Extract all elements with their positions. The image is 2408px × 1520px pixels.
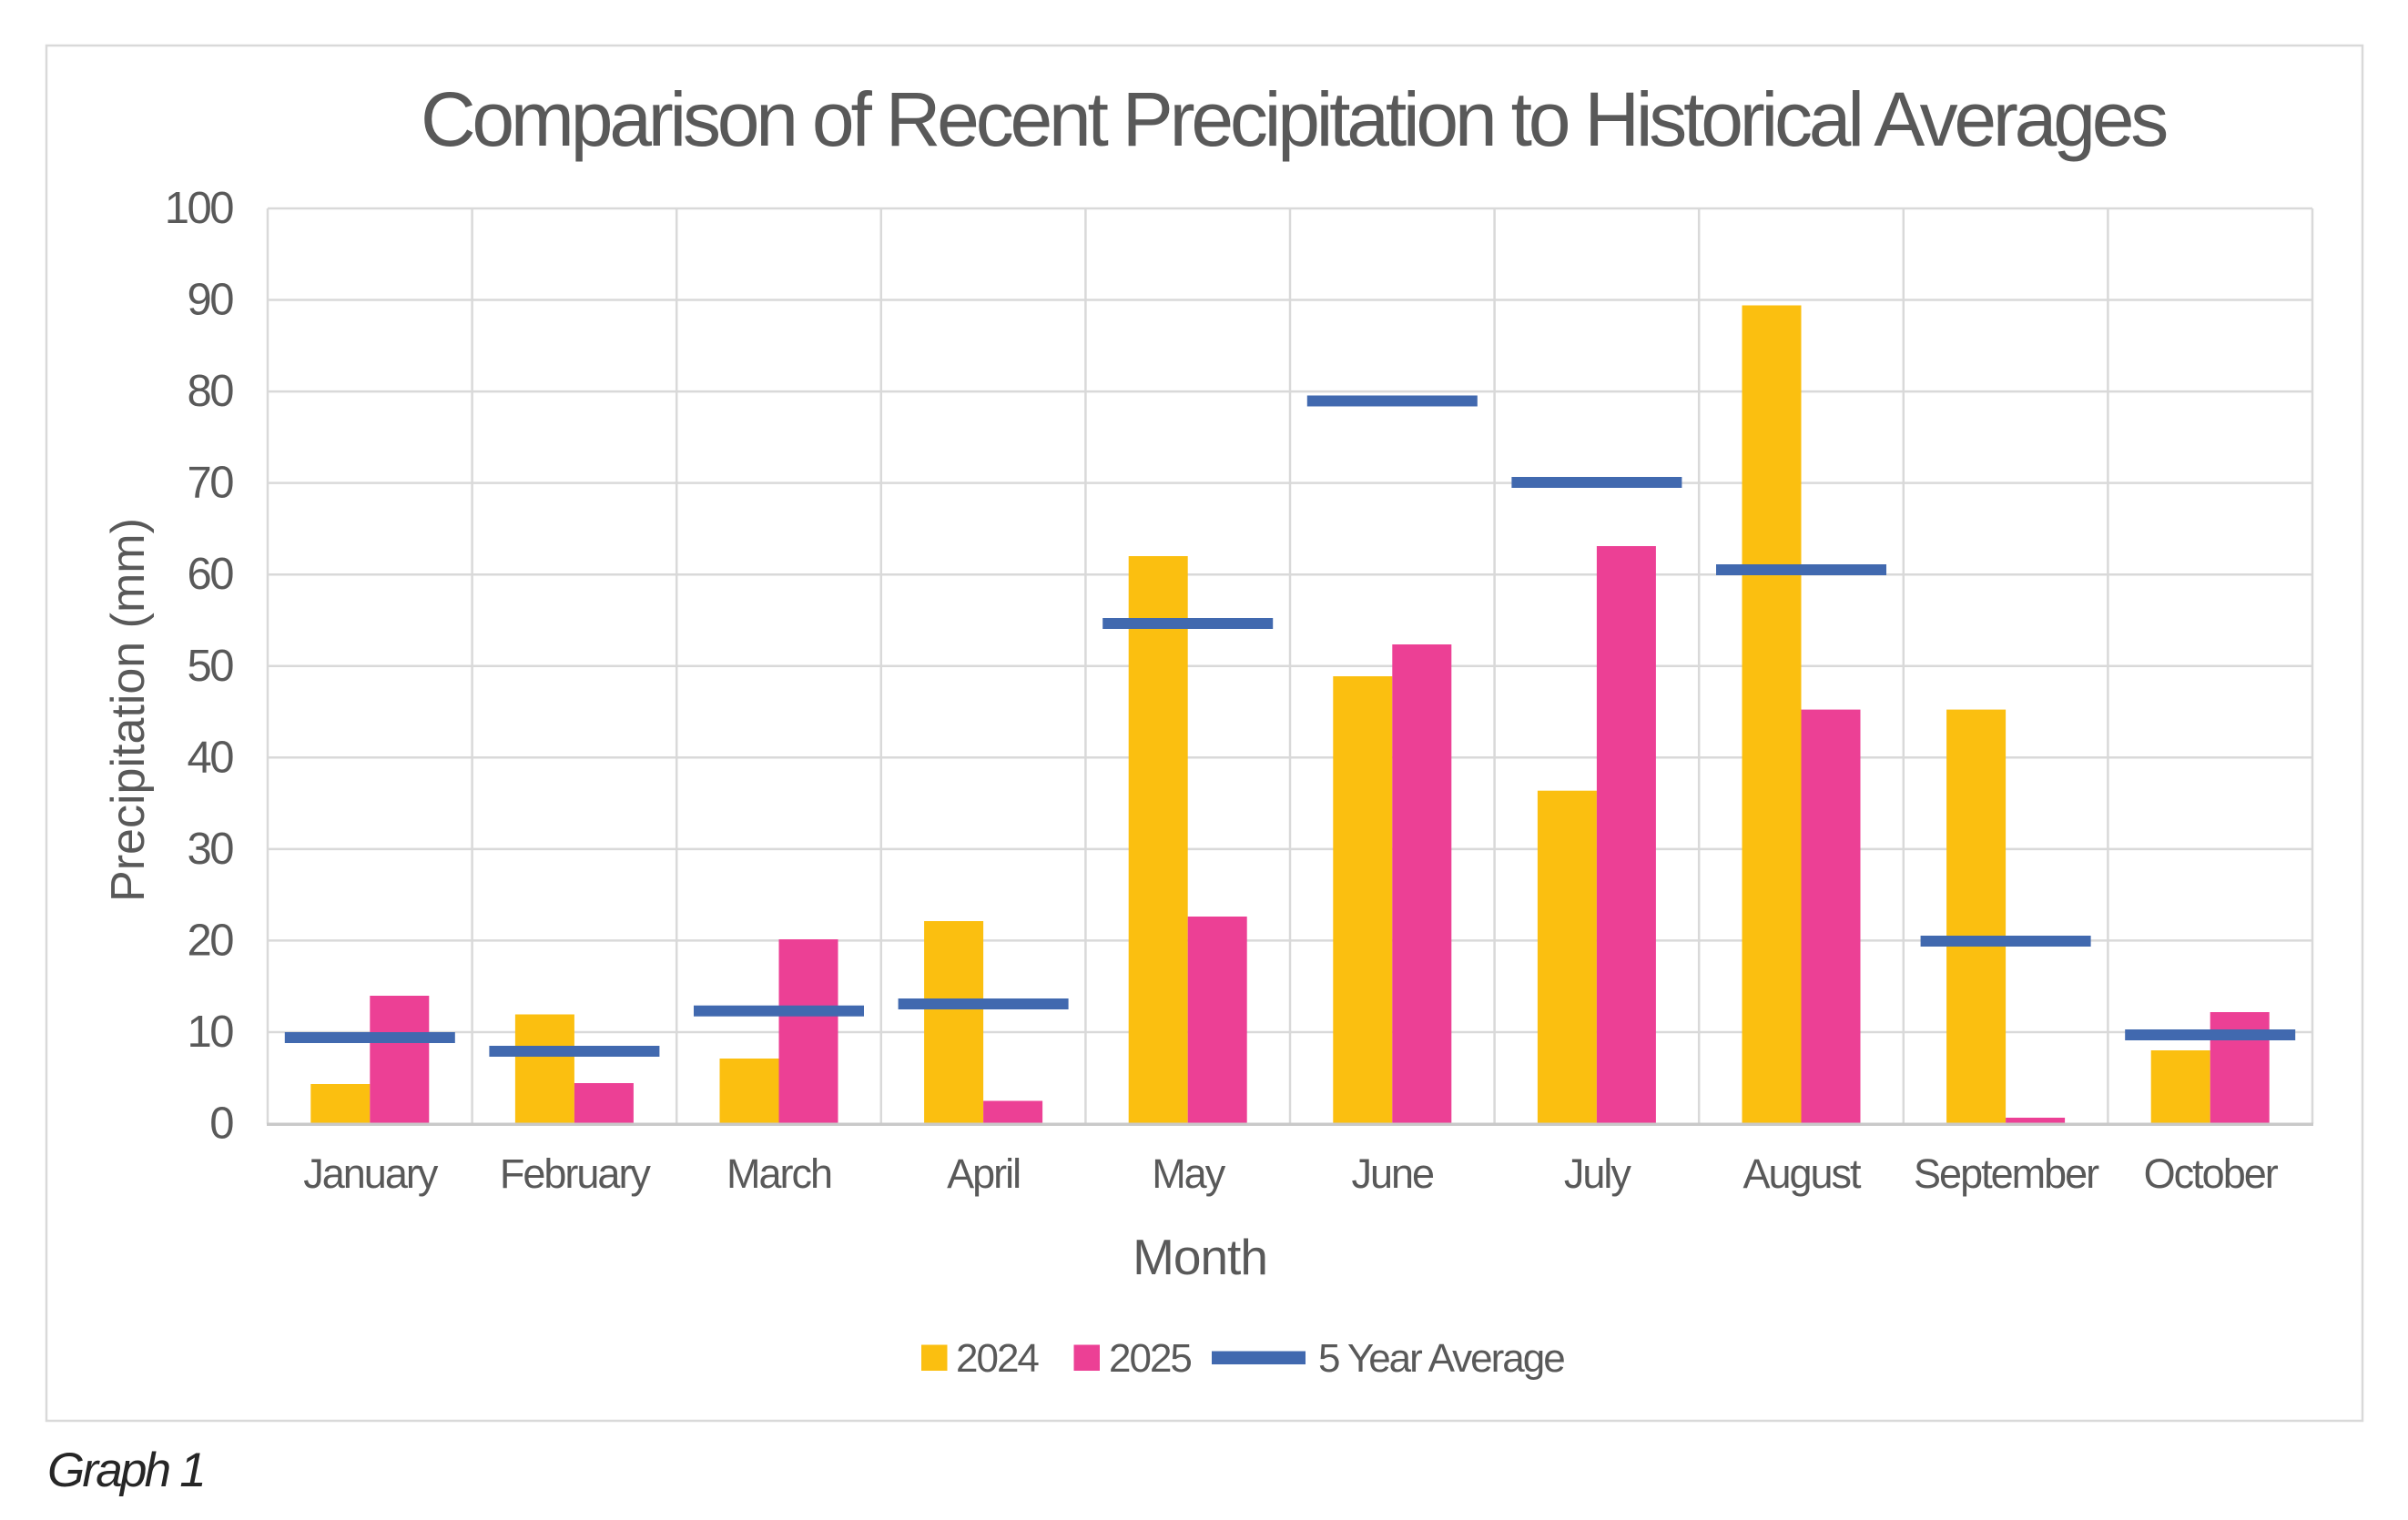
svg-text:June: June	[1352, 1150, 1435, 1197]
svg-text:10: 10	[187, 1008, 233, 1057]
svg-text:Graph 1: Graph 1	[47, 1444, 204, 1497]
svg-text:April: April	[947, 1150, 1020, 1197]
svg-text:May: May	[1152, 1150, 1226, 1197]
svg-text:5 Year Average: 5 Year Average	[1318, 1336, 1564, 1381]
svg-text:Comparison of Recent Precipita: Comparison of Recent Precipitation to Hi…	[421, 76, 2166, 162]
svg-text:July: July	[1564, 1150, 1632, 1197]
svg-text:80: 80	[187, 367, 233, 416]
svg-text:October: October	[2144, 1150, 2279, 1197]
svg-text:January: January	[303, 1150, 439, 1197]
svg-text:Month: Month	[1133, 1229, 1267, 1285]
svg-text:2024: 2024	[956, 1336, 1039, 1381]
svg-text:March: March	[726, 1150, 831, 1197]
svg-text:50: 50	[187, 642, 233, 691]
svg-text:0: 0	[209, 1099, 233, 1149]
svg-text:20: 20	[187, 916, 233, 965]
svg-text:2025: 2025	[1109, 1336, 1191, 1381]
svg-text:100: 100	[165, 184, 234, 233]
svg-text:February: February	[500, 1150, 652, 1197]
svg-text:Precipitation (mm): Precipitation (mm)	[102, 518, 155, 902]
svg-text:70: 70	[187, 459, 233, 508]
svg-text:30: 30	[187, 825, 233, 874]
svg-text:August: August	[1742, 1150, 1862, 1197]
svg-text:40: 40	[187, 733, 233, 782]
svg-text:60: 60	[187, 550, 233, 599]
svg-text:90: 90	[187, 276, 233, 325]
svg-text:September: September	[1914, 1150, 2099, 1197]
